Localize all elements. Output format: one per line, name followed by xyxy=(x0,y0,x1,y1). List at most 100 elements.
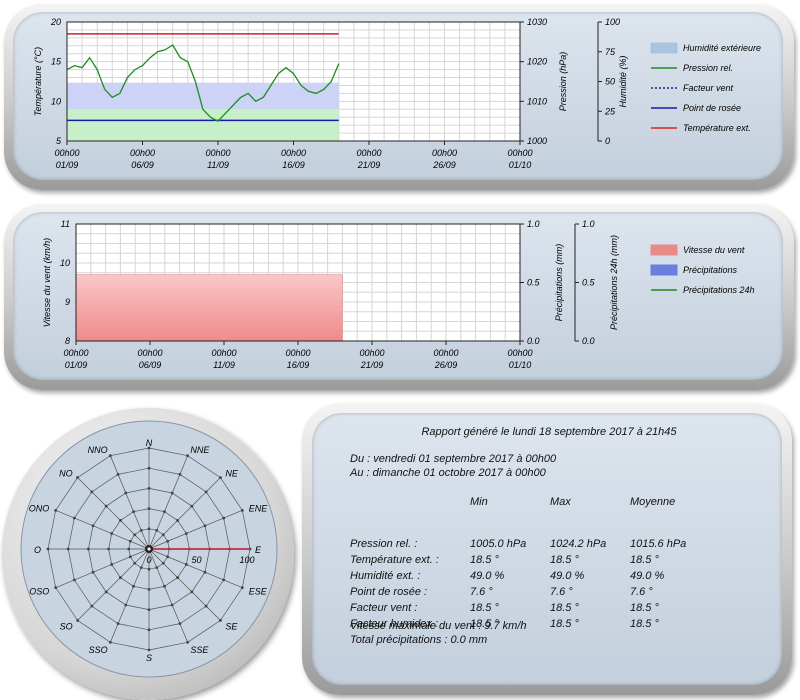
rose-node xyxy=(176,576,179,579)
y-right-tick-label: 0.5 xyxy=(527,278,541,288)
stat-min: 18.5 ° xyxy=(470,554,499,566)
rose-node xyxy=(147,648,151,652)
rose-node xyxy=(166,555,170,559)
stat-min: 18.5 ° xyxy=(470,618,499,630)
rose-node xyxy=(147,487,151,490)
wind-rose-chart: N NNE NE ENE E ESE SE SSE S SSO SO OSO O ONO NO NNO 0 50 1… xyxy=(20,420,278,678)
rose-direction-label: NE xyxy=(225,469,238,479)
legend-swatch xyxy=(650,264,678,276)
report-header-avg: Moyenne xyxy=(630,496,676,508)
rose-direction-label: SO xyxy=(60,621,73,631)
report-max-wind: Vitesse maximale du vent : 9.7 km/h xyxy=(350,620,527,632)
y-right-tick-label: 1020 xyxy=(527,57,547,67)
rose-direction-label: NNO xyxy=(88,445,108,455)
weather-chart: 00h00 01/09 00h00 06/09 00h00 11/09 00h00 16/09… xyxy=(33,17,761,170)
rose-node xyxy=(147,567,151,571)
y-left-tick-label: 9 xyxy=(65,297,70,307)
stat-label: Point de rosée : xyxy=(350,586,428,598)
x-tick-label-time: 00h00 xyxy=(211,348,236,358)
y-right-tick-label: 100 xyxy=(605,17,620,27)
y-right-axis-label: Humidité (%) xyxy=(618,55,628,107)
rose-node xyxy=(108,640,112,644)
table-row: Humidité ext. : 49.0 % 49.0 % 49.0 % xyxy=(350,570,710,586)
x-tick-label-time: 00h00 xyxy=(507,148,532,158)
y-right-tick-label: 1.0 xyxy=(582,219,595,229)
rose-node xyxy=(147,527,151,531)
rose-node xyxy=(91,570,95,574)
legend-label: Précipitations xyxy=(683,265,738,275)
y-right-tick-label: 75 xyxy=(605,47,616,57)
rose-spoke xyxy=(148,510,243,550)
rose-node xyxy=(110,563,114,566)
y-right-tick-label: 0.0 xyxy=(582,336,595,346)
y-left-tick-label: 11 xyxy=(61,219,70,229)
stat-label: Facteur vent : xyxy=(350,602,418,614)
rose-node xyxy=(110,532,114,535)
legend-label: Facteur vent xyxy=(683,83,734,93)
rose-node xyxy=(72,578,76,582)
stat-max: 1024.2 hPa xyxy=(550,538,607,550)
x-tick-label-time: 00h00 xyxy=(205,148,230,158)
rose-node xyxy=(190,504,194,508)
rose-node xyxy=(176,519,179,522)
x-tick-label-time: 00h00 xyxy=(433,348,458,358)
rose-node xyxy=(124,603,128,607)
report-title: Rapport généré le lundi 18 septembre 201… xyxy=(421,426,677,438)
rose-spoke xyxy=(110,455,150,550)
rose-spoke xyxy=(55,510,150,550)
rose-node xyxy=(132,510,135,514)
table-row: Facteur humidex : 18.5 ° 18.5 ° 18.5 ° xyxy=(350,618,710,634)
rose-node xyxy=(163,584,166,588)
y-left-axis-label: Température (°C) xyxy=(33,47,43,116)
rose-center-dot xyxy=(147,547,151,551)
rose-radial-tick: 50 xyxy=(191,555,201,565)
y-left-tick-label: 15 xyxy=(51,57,62,67)
report-header-row: Min Max Moyenne xyxy=(350,496,710,512)
legend-swatch xyxy=(650,42,678,54)
stat-min: 1005.0 hPa xyxy=(470,538,527,550)
y-left-tick-label: 10 xyxy=(60,258,70,268)
y-right-tick-label: 0.0 xyxy=(527,336,540,346)
rose-node xyxy=(133,533,137,537)
x-tick-label-date: 26/09 xyxy=(432,160,456,170)
rose-node xyxy=(108,454,112,458)
rose-node xyxy=(90,604,94,608)
rose-node xyxy=(166,539,170,543)
report-stats-table: Min Max Moyenne Pression rel. : 1005.0 h… xyxy=(350,496,710,634)
rose-direction-label: N xyxy=(146,438,153,448)
rose-node xyxy=(66,547,70,551)
humidity-area-lower xyxy=(67,108,339,141)
y-right-axis-label: Précipitations 24h (mm) xyxy=(609,235,619,330)
report-header-cell xyxy=(350,496,470,512)
x-tick-label-time: 00h00 xyxy=(281,148,306,158)
x-tick-label-time: 00h00 xyxy=(359,348,384,358)
x-tick-label-time: 00h00 xyxy=(63,348,88,358)
report-period-from: Du : vendredi 01 septembre 2017 à 00h00 xyxy=(350,453,557,465)
rose-node xyxy=(124,491,128,495)
legend-label: Pression rel. xyxy=(683,63,733,73)
x-tick-label-date: 26/09 xyxy=(434,360,458,370)
stat-min: 18.5 ° xyxy=(470,602,499,614)
stat-avg: 49.0 % xyxy=(630,570,665,582)
stat-label: Humidité ext. : xyxy=(350,570,421,582)
stat-avg: 18.5 ° xyxy=(630,618,659,630)
report-header-min: Min xyxy=(470,496,488,508)
rose-node xyxy=(190,590,194,594)
rose-node xyxy=(72,516,76,520)
rose-node xyxy=(128,539,132,543)
rose-node xyxy=(87,547,90,551)
stat-label: Pression rel. : xyxy=(350,538,418,550)
rose-node xyxy=(90,490,94,494)
rose-node xyxy=(204,604,208,608)
x-tick-label-date: 21/09 xyxy=(360,360,384,370)
x-tick-label-date: 11/09 xyxy=(213,360,235,370)
legend-label: Vitesse du vent xyxy=(683,245,745,255)
rose-node xyxy=(91,524,95,528)
wind-rain-chart: 00h00 01/09 00h00 06/09 00h00 11/09 00h00 16/09… xyxy=(42,219,755,370)
rose-direction-label: ONO xyxy=(29,504,50,514)
stat-min: 7.6 ° xyxy=(470,586,493,598)
rose-node xyxy=(46,547,50,551)
x-tick-label-time: 00h00 xyxy=(432,148,457,158)
x-tick-label-date: 16/09 xyxy=(282,160,305,170)
rose-node xyxy=(139,566,143,570)
